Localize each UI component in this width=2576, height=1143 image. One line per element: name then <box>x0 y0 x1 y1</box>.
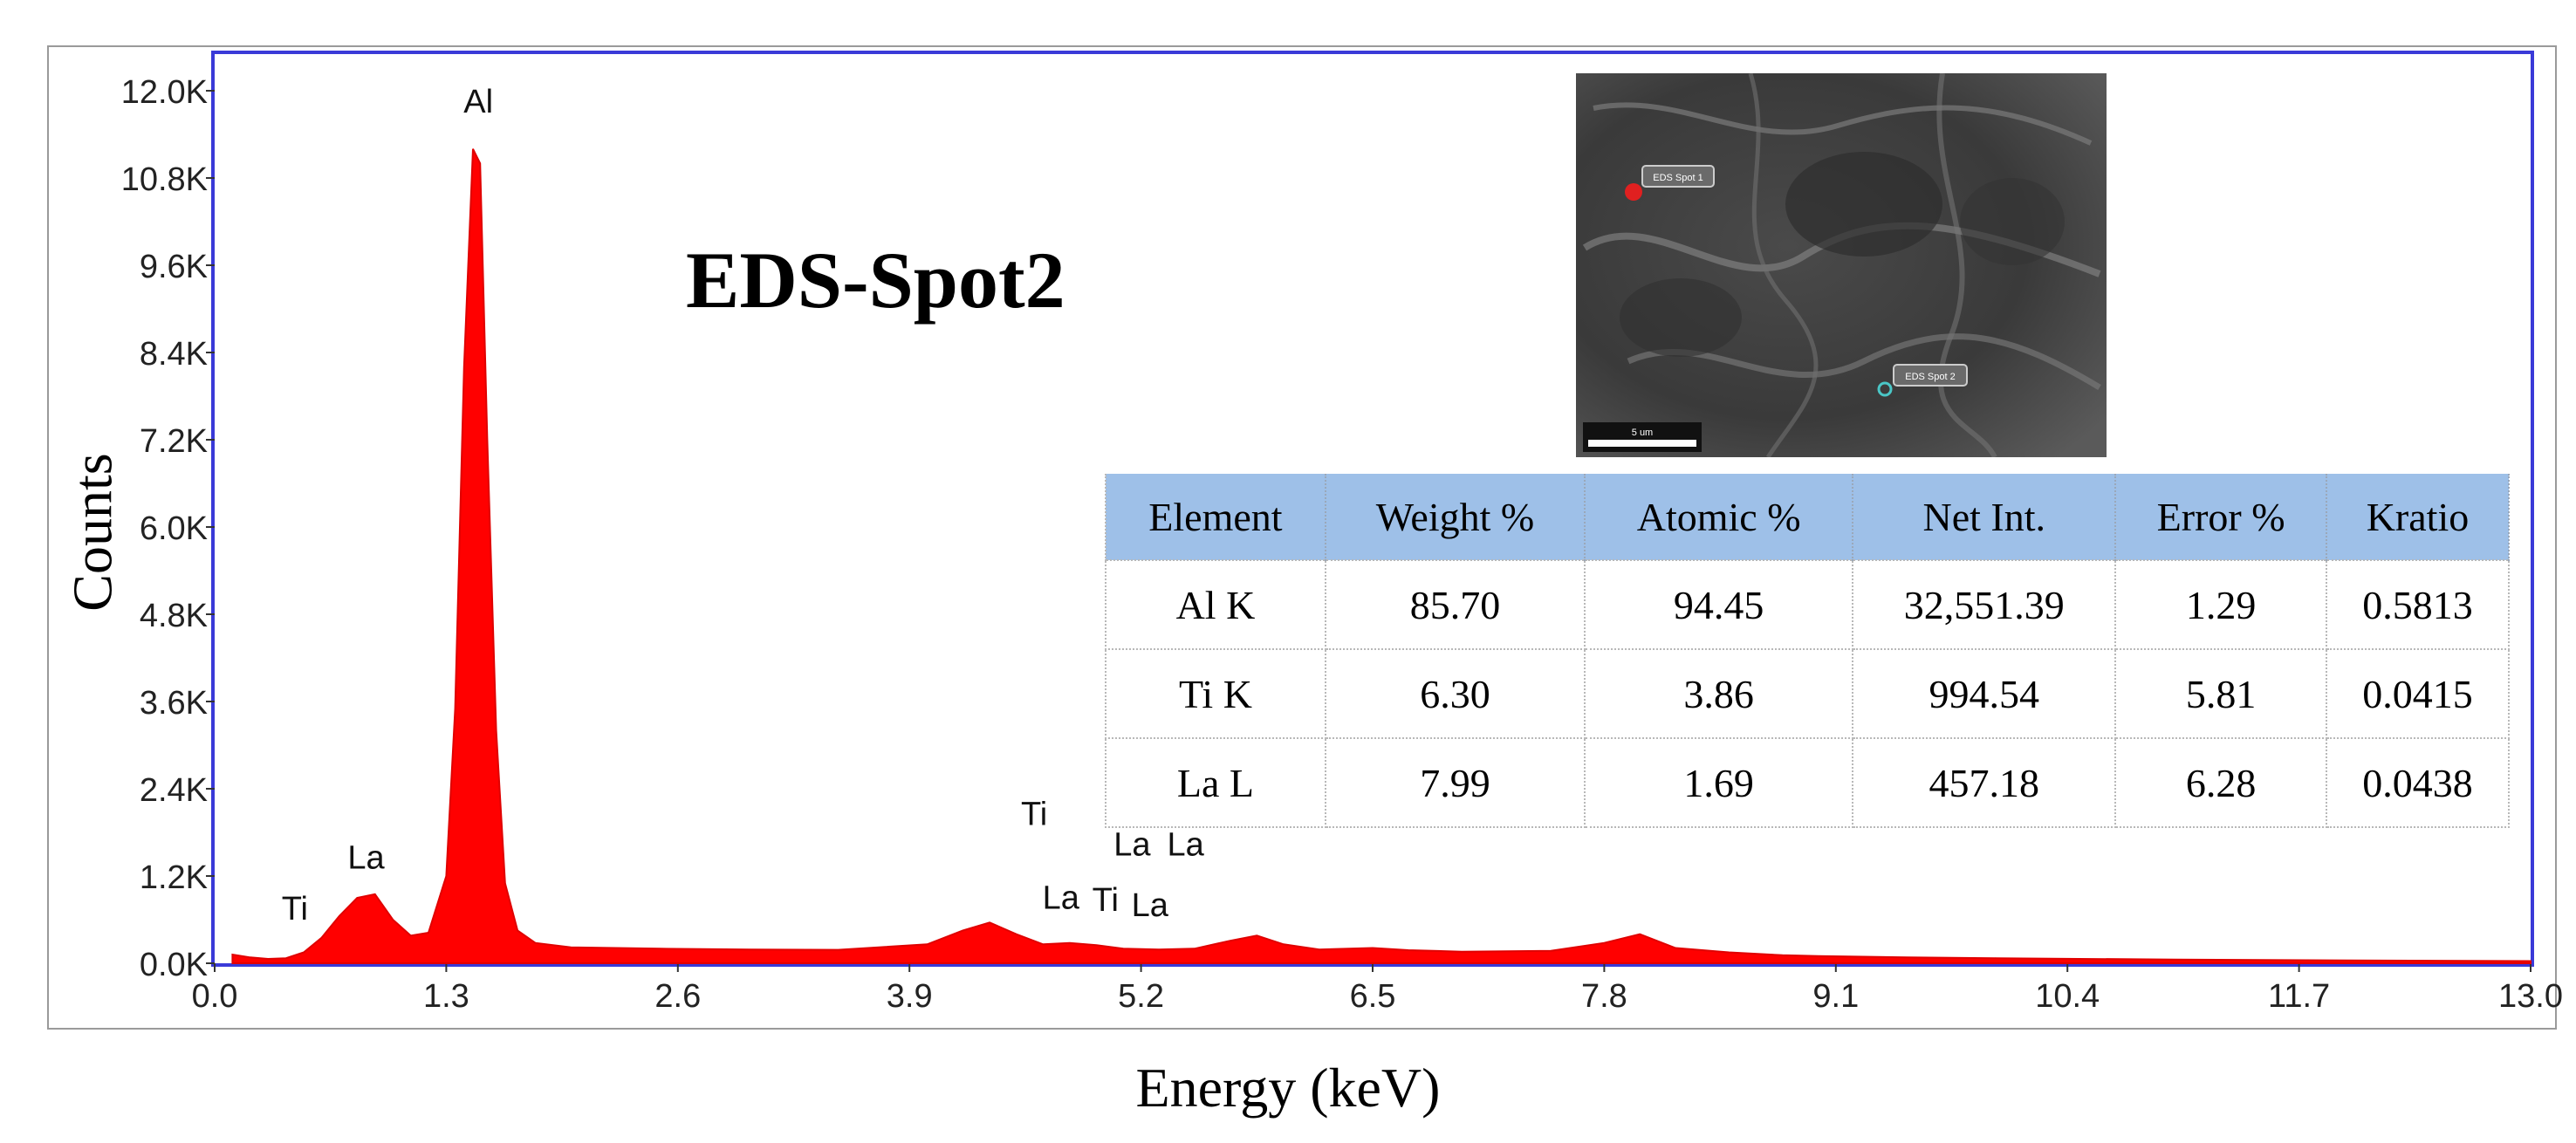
table-cell: 1.29 <box>2114 559 2327 650</box>
eds-spot-2-label: EDS Spot 2 <box>1905 372 1955 382</box>
table-cell: 457.18 <box>1852 737 2117 828</box>
y-tick-label: 9.6K <box>140 249 208 285</box>
eds-results-table: Element Weight % Atomic % Net Int. Error… <box>1105 474 2511 828</box>
eds-spot-1-marker <box>1625 183 1642 201</box>
y-tick-label: 6.0K <box>140 510 208 547</box>
sem-texture-1 <box>1593 102 2093 146</box>
y-axis-label: Counts <box>61 453 124 612</box>
y-tick-label: 2.4K <box>140 772 208 809</box>
peak-label: La <box>1113 827 1151 864</box>
table-cell: 3.86 <box>1584 648 1854 739</box>
y-tick-label: 7.2K <box>140 423 208 460</box>
table-cell: 1.69 <box>1584 737 1854 828</box>
peak-label: Al <box>463 84 493 120</box>
sem-cavity-2 <box>1620 278 1742 357</box>
table-cell: 7.99 <box>1324 737 1586 828</box>
table-cell: 5.81 <box>2114 648 2327 739</box>
header-weight-percent: Weight % <box>1324 474 1586 560</box>
sem-cavity-1 <box>1785 152 1942 257</box>
header-element: Element <box>1105 474 1326 560</box>
scale-bar-label: 5 um <box>1632 428 1653 438</box>
x-tick-label: 0.0 <box>192 978 238 1015</box>
x-tick-label: 7.8 <box>1581 978 1627 1015</box>
peak-label: Ti <box>1021 797 1047 833</box>
chart-title: EDS-Spot2 <box>686 236 1065 325</box>
x-tick-label: 13.0 <box>2498 978 2563 1015</box>
peak-label: La <box>1167 827 1204 864</box>
x-tick-label: 1.3 <box>423 978 469 1015</box>
sem-texture-5 <box>1936 73 1997 457</box>
sem-cavity-3 <box>1960 178 2065 265</box>
table-row: La L 7.99 1.69 457.18 6.28 0.0438 <box>1105 737 2511 828</box>
y-tick-label: 0.0K <box>140 947 208 983</box>
y-tick-label: 8.4K <box>140 336 208 373</box>
x-tick-label: 3.9 <box>887 978 933 1015</box>
peak-label: La <box>1043 880 1080 917</box>
peak-labels: Al La Ti Ti La Ti La La La <box>282 84 1205 927</box>
sem-micrograph: EDS Spot 1 EDS Spot 2 5 um <box>1576 73 2107 457</box>
table-cell: 32,551.39 <box>1852 559 2117 650</box>
table-cell: 0.0415 <box>2325 648 2511 739</box>
header-atomic-percent: Atomic % <box>1584 474 1854 560</box>
peak-label: La <box>1132 887 1169 924</box>
x-tick-label: 5.2 <box>1118 978 1164 1015</box>
header-error-percent: Error % <box>2114 474 2327 560</box>
x-axis-label: Energy (keV) <box>1135 1057 1441 1119</box>
peak-label: La <box>347 840 385 877</box>
header-net-int: Net Int. <box>1852 474 2117 560</box>
x-tick-label: 6.5 <box>1350 978 1396 1015</box>
table-cell: Ti K <box>1105 648 1326 739</box>
sem-background <box>1576 73 2107 457</box>
table-cell: 85.70 <box>1324 559 1586 650</box>
table-cell: 94.45 <box>1584 559 1854 650</box>
table-cell: 0.0438 <box>2325 737 2511 828</box>
eds-spot-1-tag <box>1641 165 1715 188</box>
table-cell: 6.30 <box>1324 648 1586 739</box>
y-tick-label: 4.8K <box>140 598 208 634</box>
header-kratio: Kratio <box>2325 474 2511 560</box>
scale-bar-box <box>1583 422 1702 452</box>
table-row: Ti K 6.30 3.86 994.54 5.81 0.0415 <box>1105 648 2511 739</box>
x-tick-label: 9.1 <box>1812 978 1859 1015</box>
table-cell: 6.28 <box>2114 737 2327 828</box>
x-axis-ticks: 0.0 1.3 2.6 3.9 5.2 6.5 7.8 9.1 10.4 11.7 13.0 <box>192 963 2563 1015</box>
y-tick-label: 10.8K <box>121 161 208 198</box>
peak-label: Ti <box>282 891 308 927</box>
table-row: Al K 85.70 94.45 32,551.39 1.29 0.5813 <box>1105 559 2511 650</box>
x-tick-label: 2.6 <box>654 978 701 1015</box>
table-cell: La L <box>1105 737 1326 828</box>
y-tick-label: 3.6K <box>140 685 208 722</box>
y-tick-label: 12.0K <box>121 74 208 111</box>
x-tick-label: 10.4 <box>2035 978 2100 1015</box>
x-tick-label: 11.7 <box>2268 978 2330 1015</box>
y-tick-label: 1.2K <box>140 859 208 896</box>
sem-texture-4 <box>1748 73 1819 457</box>
spectrum-area <box>231 148 2531 964</box>
table-header-row: Element Weight % Atomic % Net Int. Error… <box>1105 474 2511 560</box>
eds-spot-1-label: EDS Spot 1 <box>1653 173 1702 183</box>
peak-label: Ti <box>1093 882 1119 919</box>
scale-bar <box>1588 440 1696 447</box>
y-axis-ticks: 0.0K 1.2K 2.4K 3.6K 4.8K 6.0K 7.2K 8.4K 9.6K 10.8… <box>121 74 215 983</box>
table-cell: Al K <box>1105 559 1326 650</box>
table-cell: 0.5813 <box>2325 559 2511 650</box>
eds-spot-2-tag <box>1893 364 1968 387</box>
table-cell: 994.54 <box>1852 648 2117 739</box>
eds-spot-2-marker <box>1877 381 1893 397</box>
